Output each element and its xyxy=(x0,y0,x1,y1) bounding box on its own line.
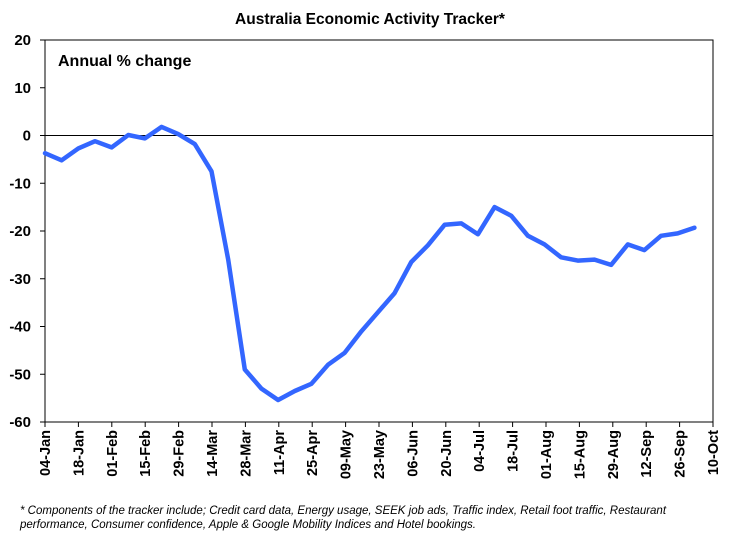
x-tick-label: 01-Aug xyxy=(539,430,555,479)
y-tick-label: -20 xyxy=(9,223,31,240)
y-tick-label: 20 xyxy=(14,32,31,49)
y-axis-label: Annual % change xyxy=(58,53,191,70)
footnote-line-1: * Components of the tracker include; Cre… xyxy=(20,505,667,517)
y-tick-label: -40 xyxy=(9,319,31,336)
x-tick-label: 01-Feb xyxy=(105,430,121,477)
x-tick-label: 18-Jul xyxy=(506,430,522,472)
y-tick-label: -50 xyxy=(9,366,31,383)
x-tick-label: 12-Sep xyxy=(639,430,655,478)
x-tick-label: 09-May xyxy=(339,430,355,479)
x-tick-label: 11-Apr xyxy=(272,430,288,475)
x-tick-label: 28-Mar xyxy=(238,430,254,477)
x-tick-label: 23-May xyxy=(372,430,388,479)
y-tick-label: 10 xyxy=(14,80,31,97)
x-tick-label: 14-Mar xyxy=(205,430,221,477)
series-layer xyxy=(42,124,697,403)
y-tick-label: -10 xyxy=(9,175,31,192)
x-tick-label: 29-Aug xyxy=(606,430,622,479)
x-tick-label: 18-Jan xyxy=(71,430,87,476)
y-tick-label: 0 xyxy=(23,128,31,145)
series-line xyxy=(42,124,697,403)
x-tick-label: 15-Aug xyxy=(572,430,588,479)
x-axis: 04-Jan 18-Jan 01-Feb 15-Feb 29-Feb 14-Mar 28-M… xyxy=(38,422,722,479)
x-tick-label: 20-Jun xyxy=(439,430,455,477)
y-axis: 20 10 0 -10 -20 -30 -40 -50 -60 xyxy=(9,32,45,431)
x-tick-label: 29-Feb xyxy=(172,430,188,477)
y-tick-label: -30 xyxy=(9,271,31,288)
y-tick-label: -60 xyxy=(9,414,31,431)
x-tick-label: 06-Jun xyxy=(405,430,421,477)
x-tick-label: 15-Feb xyxy=(138,430,154,477)
plot-area xyxy=(44,39,714,423)
x-tick-label: 04-Jan xyxy=(38,430,54,476)
chart-title: Australia Economic Activity Tracker* xyxy=(235,11,506,28)
x-tick-label: 26-Sep xyxy=(673,430,689,478)
x-tick-label: 10-Oct xyxy=(706,430,722,475)
footnote-line-2: performance, Consumer confidence, Apple … xyxy=(19,519,476,531)
x-tick-label: 04-Jul xyxy=(472,430,488,472)
x-tick-label: 25-Apr xyxy=(305,430,321,476)
